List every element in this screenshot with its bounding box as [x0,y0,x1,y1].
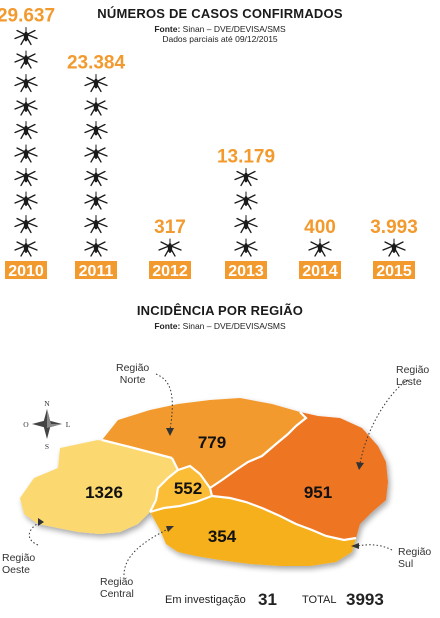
source-label: Fonte: [154,24,181,34]
mosquito-icon [14,121,38,140]
compass-l: L [66,420,71,429]
label-regiao-leste: Região Leste [396,364,429,388]
label-central-line2: Central [100,588,134,600]
map-regions [20,398,388,566]
value-label: 317 [154,217,186,238]
mosquito-icon [14,168,38,187]
value-oeste: 1326 [85,483,123,502]
value-label: 13.179 [217,147,275,168]
mosquito-icon [382,238,406,257]
chart-note: Dados parciais até 09/12/2015 [162,34,278,44]
year-label: 2013 [228,263,264,280]
year-label: 2015 [376,263,412,280]
mosquito-icon [84,168,108,187]
mosquito-icon [84,144,108,163]
region-norte[interactable] [102,398,306,488]
value-sul: 354 [208,527,237,546]
mosquito-icon [308,238,332,257]
cases-chart: 29.637 2010 23.384 2011 317 2012 13.179 2013 400… [0,6,418,281]
region-oeste[interactable] [20,440,178,534]
year-label: 2010 [8,263,44,280]
mosquito-icon [14,97,38,116]
compass-rose: N S O L [23,399,70,451]
label-regiao-central: Região Central [100,576,134,600]
value-label: 29.637 [0,6,55,27]
region-leste[interactable] [210,412,388,540]
map-source-label: Fonte: [154,321,181,331]
map-source: Fonte: Sinan – DVE/DEVISA/SMS [0,321,440,331]
value-label: 3.993 [370,217,418,238]
map-title: INCIDÊNCIA POR REGIÃO [136,303,304,318]
bar-2013: 13.179 2013 [217,147,275,281]
source-text: Sinan – DVE/DEVISA/SMS [182,24,286,34]
label-leste-line2: Leste [396,376,422,388]
year-label: 2012 [152,263,188,280]
mosquito-icon [84,97,108,116]
label-norte-line2: Norte [119,374,146,386]
total-label: TOTAL [302,594,337,606]
label-norte-line1: Região [116,362,150,374]
mosquito-icon [234,191,258,210]
region-sul[interactable] [150,496,356,566]
year-box [299,261,341,279]
value-label: 23.384 [67,53,126,74]
leader-lines [28,373,409,576]
label-oeste-line1: Região [2,552,36,564]
mosquito-icon [234,215,258,234]
label-leste-line1: Região [396,364,430,376]
mosquito-icon [14,215,38,234]
mosquito-icon [14,50,38,69]
investigation-value: 31 [258,590,277,609]
compass-o: O [23,420,29,429]
mosquito-icon [84,191,108,210]
label-central-line1: Região [100,576,134,588]
mosquito-icon [14,27,38,46]
total-value: 3993 [346,590,384,609]
mosquito-icon [234,168,258,187]
year-box [75,261,117,279]
bar-2015: 3.993 2015 [370,217,418,280]
compass-n: N [44,399,50,408]
compass-s: S [45,442,49,451]
bar-2014: 400 2014 [299,217,341,280]
bar-2012: 317 2012 [149,217,191,280]
region-central[interactable] [150,466,212,512]
mosquito-icon [84,238,108,257]
bar-2011: 23.384 2011 [67,53,126,281]
value-leste: 951 [304,483,332,502]
chart-title: NÚMEROS DE CASOS CONFIRMADOS [97,6,343,21]
label-regiao-norte: Região Norte [116,362,149,386]
label-regiao-oeste: Região Oeste [2,552,35,576]
label-oeste-line2: Oeste [2,564,31,576]
mosquito-icon [234,238,258,257]
mosquito-icon [158,238,182,257]
year-label: 2014 [302,263,338,280]
chart-source: Fonte: Sinan – DVE/DEVISA/SMS [0,24,440,34]
year-label: 2011 [79,263,114,280]
mosquito-icon [84,74,108,93]
bar-2010: 29.637 2010 [0,6,55,281]
label-regiao-sul: Região Sul [398,546,431,570]
year-box [149,261,191,279]
value-central: 552 [174,479,202,498]
label-sul-line1: Região [398,546,432,558]
value-label: 400 [304,217,336,238]
mosquito-icon [14,238,38,257]
mosquito-icon [84,121,108,140]
mosquito-icon [14,191,38,210]
value-norte: 779 [198,433,226,452]
region-borders [101,411,357,542]
mosquito-icon [14,74,38,93]
mosquito-icon [14,144,38,163]
year-box [373,261,415,279]
label-sul-line2: Sul [398,558,414,570]
year-box [5,261,47,279]
region-values: 779 951 1326 552 354 [85,433,332,546]
mosquito-icon [84,215,108,234]
year-box [225,261,267,279]
leader-arrowheads [38,428,364,549]
investigation-label: Em investigação [165,594,246,606]
map-source-text: Sinan – DVE/DEVISA/SMS [182,321,286,331]
